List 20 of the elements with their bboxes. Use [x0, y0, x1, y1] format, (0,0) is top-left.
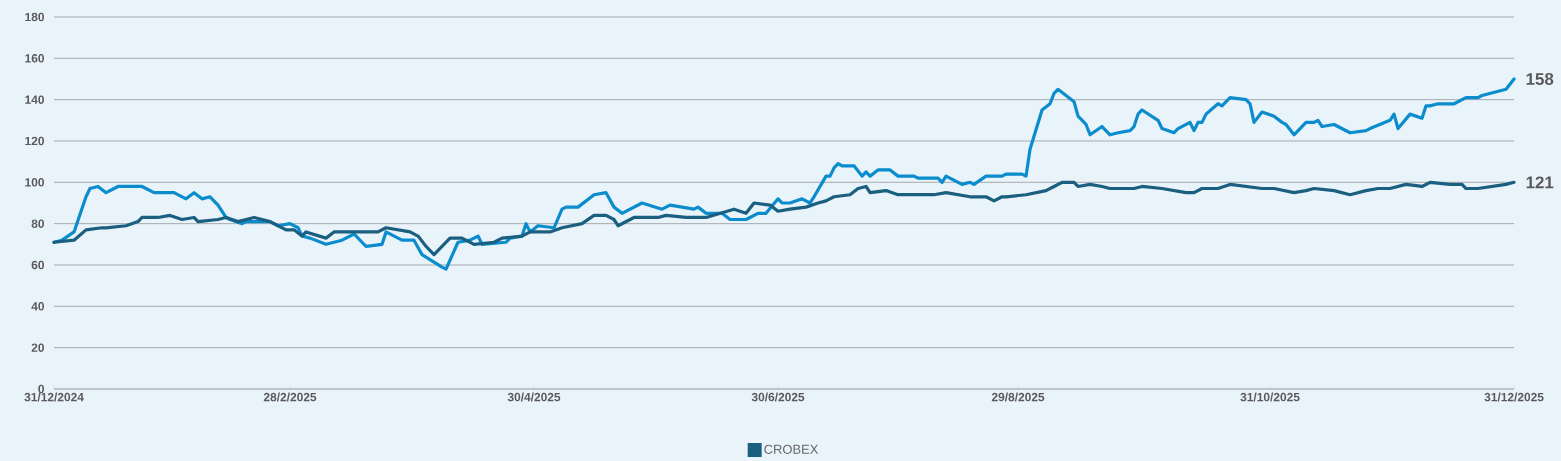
y-tick-label: 40	[31, 302, 45, 311]
y-tick-label: 80	[31, 219, 45, 228]
x-tick-label: 30/6/2025	[751, 392, 805, 402]
x-tick-label: 31/10/2025	[1240, 392, 1300, 402]
legend-label: CROBEX	[764, 444, 819, 454]
x-tick-label: 30/4/2025	[507, 392, 561, 402]
annotation: 121	[1526, 176, 1554, 189]
y-tick-label: 120	[25, 136, 44, 146]
x-tick-label: 28/2/2025	[263, 392, 317, 402]
annotation: 158	[1526, 72, 1554, 85]
y-tick-label: 0	[38, 384, 45, 394]
x-tick-label: 31/12/2024	[24, 392, 84, 402]
y-tick-label: 20	[31, 343, 45, 352]
y-tick-label: 100	[25, 178, 44, 187]
y-tick-label: 60	[31, 260, 45, 270]
y-tick-label: 140	[25, 95, 44, 104]
x-tick-label: 29/8/2025	[991, 392, 1045, 402]
y-tick-label: 160	[25, 54, 44, 63]
x-tick-label: 31/12/2025	[1484, 392, 1544, 402]
y-tick-label: 180	[25, 12, 44, 22]
